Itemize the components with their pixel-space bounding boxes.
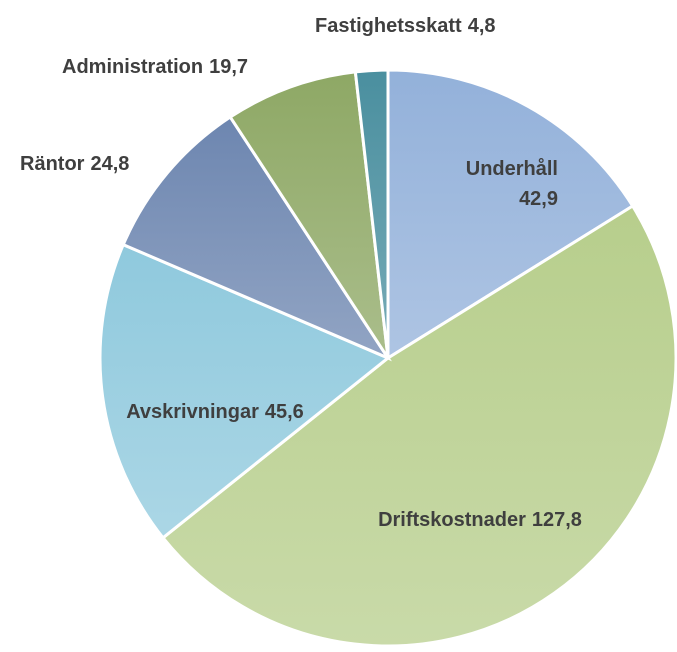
slice-value: 19,7 [209, 56, 248, 78]
slice-label: Driftskostnader 127,8 [378, 509, 582, 531]
slice-category: Underhåll [466, 157, 558, 180]
slice-value: 45,6 [265, 401, 304, 423]
slice-value: 4,8 [468, 15, 496, 37]
pie-slice [160, 203, 677, 648]
slice-label: Administration 19,7 [62, 56, 248, 78]
slice-value: 127,8 [532, 509, 582, 531]
slice-category: Driftskostnader [378, 509, 526, 531]
slice-label: Räntor 24,8 [20, 153, 129, 175]
slice-label: Avskrivningar 45,6 [126, 401, 304, 423]
slice-category: Fastighetsskatt [315, 15, 462, 37]
slice-label: Fastighetsskatt 4,8 [315, 15, 496, 37]
pie-slice [98, 242, 391, 540]
slice-category: Avskrivningar [126, 401, 259, 423]
slice-value: 42,9 [519, 188, 558, 210]
slice-label: Underhåll 42,9 [466, 157, 558, 210]
pie-slice [386, 68, 635, 361]
slice-value: 24,8 [90, 153, 129, 175]
slice-category: Räntor [20, 153, 85, 175]
pie-slice [228, 70, 390, 359]
pie-slice [353, 68, 390, 359]
pie-slice [121, 114, 392, 362]
slice-category: Administration [62, 56, 203, 78]
